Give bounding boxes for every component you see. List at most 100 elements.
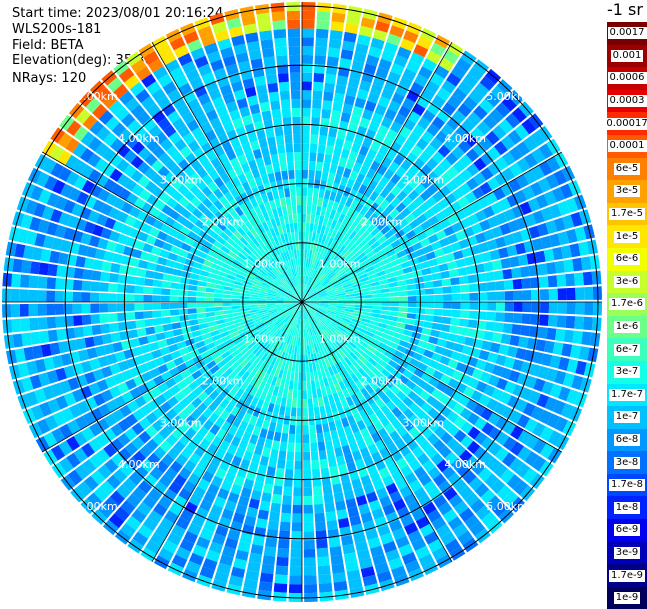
ppi-cell xyxy=(282,206,288,215)
ppi-cell xyxy=(128,267,138,276)
ppi-cell xyxy=(325,502,335,512)
ppi-cell xyxy=(275,574,288,584)
ppi-cell xyxy=(327,56,339,66)
ppi-cell xyxy=(325,440,333,450)
ppi-cell xyxy=(381,297,390,301)
ppi-cell xyxy=(282,424,289,434)
ppi-cell xyxy=(173,269,183,277)
ppi-cell xyxy=(214,289,223,294)
ppi-cell xyxy=(363,309,372,313)
ppi-cell xyxy=(326,511,337,521)
ppi-cell xyxy=(316,162,323,172)
ppi-cell xyxy=(303,461,311,470)
ppi-cell xyxy=(161,303,170,309)
ppi-cell xyxy=(468,274,478,283)
ppi-cell xyxy=(581,332,591,346)
range-ring-label: 3.00km xyxy=(403,416,445,429)
ppi-cell xyxy=(460,285,469,293)
ppi-cell xyxy=(450,277,460,285)
ppi-cell xyxy=(304,549,316,558)
colorbar-cell: 1.7e-9 xyxy=(607,564,647,587)
ppi-cell xyxy=(330,164,338,174)
ppi-cell xyxy=(372,309,381,313)
ppi-cell xyxy=(262,48,274,58)
ppi-cell xyxy=(20,289,29,302)
ppi-cell xyxy=(334,93,345,103)
ppi-cell xyxy=(135,286,144,294)
ppi-cell xyxy=(408,302,417,307)
ppi-cell xyxy=(287,206,292,215)
ppi-cell xyxy=(279,82,290,92)
ppi-cell xyxy=(464,337,474,347)
ppi-cell xyxy=(214,293,223,297)
ppi-cell xyxy=(308,399,313,408)
ppi-cell xyxy=(416,289,425,295)
ppi-cell xyxy=(443,302,452,309)
ppi-cell xyxy=(198,318,208,324)
ppi-cell xyxy=(424,281,434,288)
colorbar-cell: 1.7e-8 xyxy=(607,474,647,497)
ppi-cell xyxy=(309,425,315,434)
colorbar-tick-label: 0.0006 xyxy=(608,72,647,84)
ppi-cell xyxy=(434,302,443,308)
colorbar-tick-label: 0.001 xyxy=(611,50,644,62)
ppi-cell xyxy=(188,314,197,320)
ppi-cell xyxy=(324,494,334,504)
ppi-cell xyxy=(297,205,302,214)
ppi-cell xyxy=(293,505,303,514)
ppi-cell xyxy=(316,29,329,39)
ppi-cell xyxy=(55,316,65,328)
ppi-cell xyxy=(164,331,174,339)
ppi-cell xyxy=(311,206,316,215)
ppi-cell xyxy=(76,338,87,350)
ppi-cell xyxy=(518,254,529,266)
ppi-cell xyxy=(303,434,309,443)
ppi-cell xyxy=(293,381,297,390)
ppi-cell xyxy=(276,557,288,567)
ppi-cell xyxy=(74,327,84,338)
ppi-cell xyxy=(197,313,206,319)
ppi-cell xyxy=(307,205,312,214)
ppi-cell xyxy=(288,29,300,38)
ppi-cell xyxy=(565,273,575,286)
ppi-cell xyxy=(388,282,397,288)
ppi-cell xyxy=(280,442,288,452)
ppi-cell xyxy=(452,302,461,309)
ppi-cell xyxy=(307,196,312,205)
range-ring-label: 3.00km xyxy=(160,416,202,429)
ppi-cell xyxy=(304,522,314,531)
ppi-cell xyxy=(432,273,442,281)
ppi-cell xyxy=(296,417,302,426)
ppi-cell xyxy=(258,510,269,520)
ppi-cell xyxy=(299,240,302,249)
ppi-cell xyxy=(270,503,280,513)
ppi-cell xyxy=(399,297,408,302)
ppi-cell xyxy=(11,319,21,333)
ppi-cell xyxy=(422,328,432,336)
ppi-cell xyxy=(259,138,268,148)
ppi-cell xyxy=(205,307,214,312)
ppi-cell xyxy=(108,313,118,322)
ppi-cell xyxy=(273,485,283,495)
ppi-cell xyxy=(21,260,31,274)
ppi-cell xyxy=(307,390,312,399)
ppi-cell xyxy=(310,143,318,152)
ppi-cell xyxy=(314,73,325,83)
ppi-cell xyxy=(328,300,337,302)
ppi-cell xyxy=(338,518,350,529)
ppi-cell xyxy=(539,315,549,327)
ppi-cell xyxy=(319,135,327,145)
ppi-cell xyxy=(334,581,348,592)
ppi-cell xyxy=(466,328,476,337)
ppi-cell xyxy=(291,81,301,90)
ppi-cell xyxy=(90,304,99,314)
ppi-cell xyxy=(285,135,293,144)
ppi-cell xyxy=(432,323,442,331)
ppi-cell xyxy=(302,355,305,364)
ppi-cell xyxy=(328,173,336,183)
ppi-cell xyxy=(294,143,301,152)
ppi-cell xyxy=(495,312,505,322)
ppi-cell xyxy=(319,583,333,593)
ppi-cell xyxy=(29,275,39,288)
